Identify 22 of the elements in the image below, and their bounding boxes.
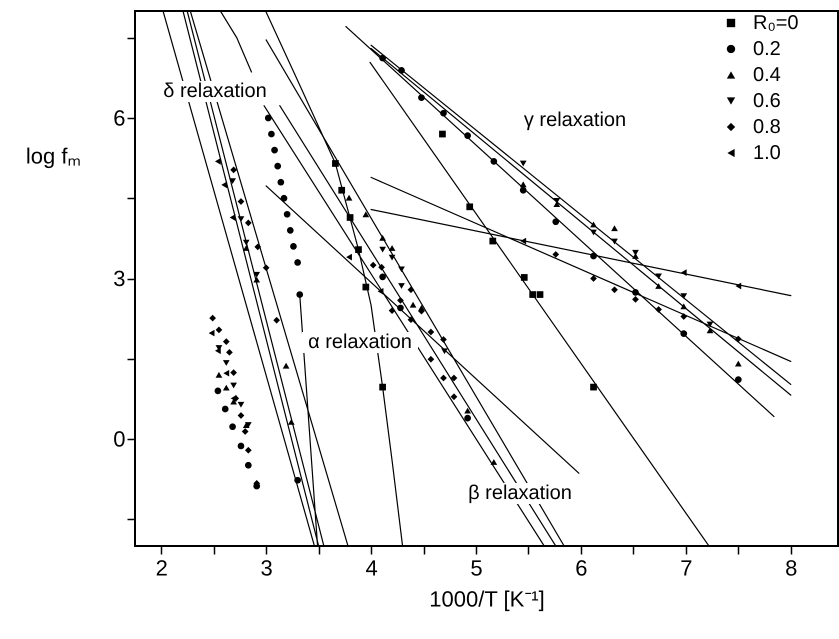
x-tick-label: 5 — [470, 556, 483, 580]
y-tick-label: 6 — [113, 106, 126, 130]
legend-label: 0.4 — [753, 64, 781, 86]
x-tick-label: 7 — [680, 556, 692, 580]
annotation: α relaxation — [308, 331, 412, 353]
x-tick-label: 6 — [575, 556, 588, 580]
annotation: γ relaxation — [524, 109, 626, 131]
annotation: β relaxation — [468, 482, 572, 504]
x-axis-title: 1000/T [K⁻¹] — [429, 586, 545, 612]
x-tick-label: 2 — [156, 556, 168, 580]
annotation: δ relaxation — [163, 80, 267, 102]
legend-label: 0.8 — [753, 116, 781, 138]
legend-label: 0.2 — [753, 38, 781, 60]
x-tick-label: 8 — [785, 556, 798, 580]
legend-label: 1.0 — [753, 142, 781, 164]
x-tick-label: 4 — [365, 556, 378, 580]
legend-label: 0.6 — [753, 90, 781, 112]
y-axis-title: log fₘ — [26, 144, 80, 168]
y-tick-label: 0 — [113, 426, 126, 452]
y-tick-label: 3 — [113, 266, 126, 291]
legend-label: R₀=0 — [753, 12, 799, 34]
x-tick-label: 3 — [260, 556, 273, 580]
